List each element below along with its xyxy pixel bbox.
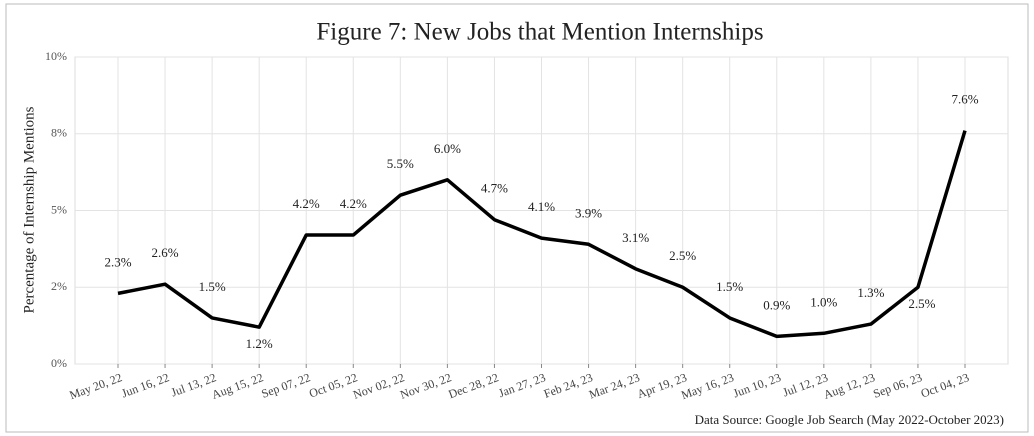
data-label: 1.5%	[716, 279, 743, 294]
y-tick-label: 8%	[51, 126, 67, 140]
data-label: 2.3%	[104, 254, 131, 269]
data-label: 4.7%	[481, 181, 508, 196]
data-label: 3.1%	[622, 230, 649, 245]
source-note: Data Source: Google Job Search (May 2022…	[695, 412, 1004, 427]
data-label: 3.9%	[575, 205, 602, 220]
frame	[5, 3, 1029, 433]
data-label: 1.2%	[246, 336, 273, 351]
data-label: 2.5%	[669, 248, 696, 263]
data-label: 1.0%	[810, 294, 837, 309]
line	[117, 130, 967, 339]
data-label: 5.5%	[387, 156, 414, 171]
data-label: 1.5%	[199, 279, 226, 294]
y-tick-label: 5%	[51, 202, 67, 216]
data-label: 2.6%	[152, 245, 179, 260]
y-axis-title: Percentage of Internship Mentions	[21, 106, 37, 313]
y-tick-label: 10%	[45, 49, 67, 63]
data-label: 2.5%	[908, 296, 935, 311]
data-label: 1.3%	[857, 285, 884, 300]
data-label: 4.2%	[293, 196, 320, 211]
chart-title: Figure 7: New Jobs that Mention Internsh…	[316, 19, 763, 46]
data-label: 4.1%	[528, 199, 555, 214]
y-tick-label: 0%	[51, 356, 67, 370]
data-label: 0.9%	[763, 297, 790, 312]
data-label: 7.6%	[951, 92, 978, 107]
data-label: 6.0%	[434, 141, 461, 156]
data-label: 4.2%	[340, 196, 367, 211]
y-tick-label: 2%	[51, 279, 67, 293]
